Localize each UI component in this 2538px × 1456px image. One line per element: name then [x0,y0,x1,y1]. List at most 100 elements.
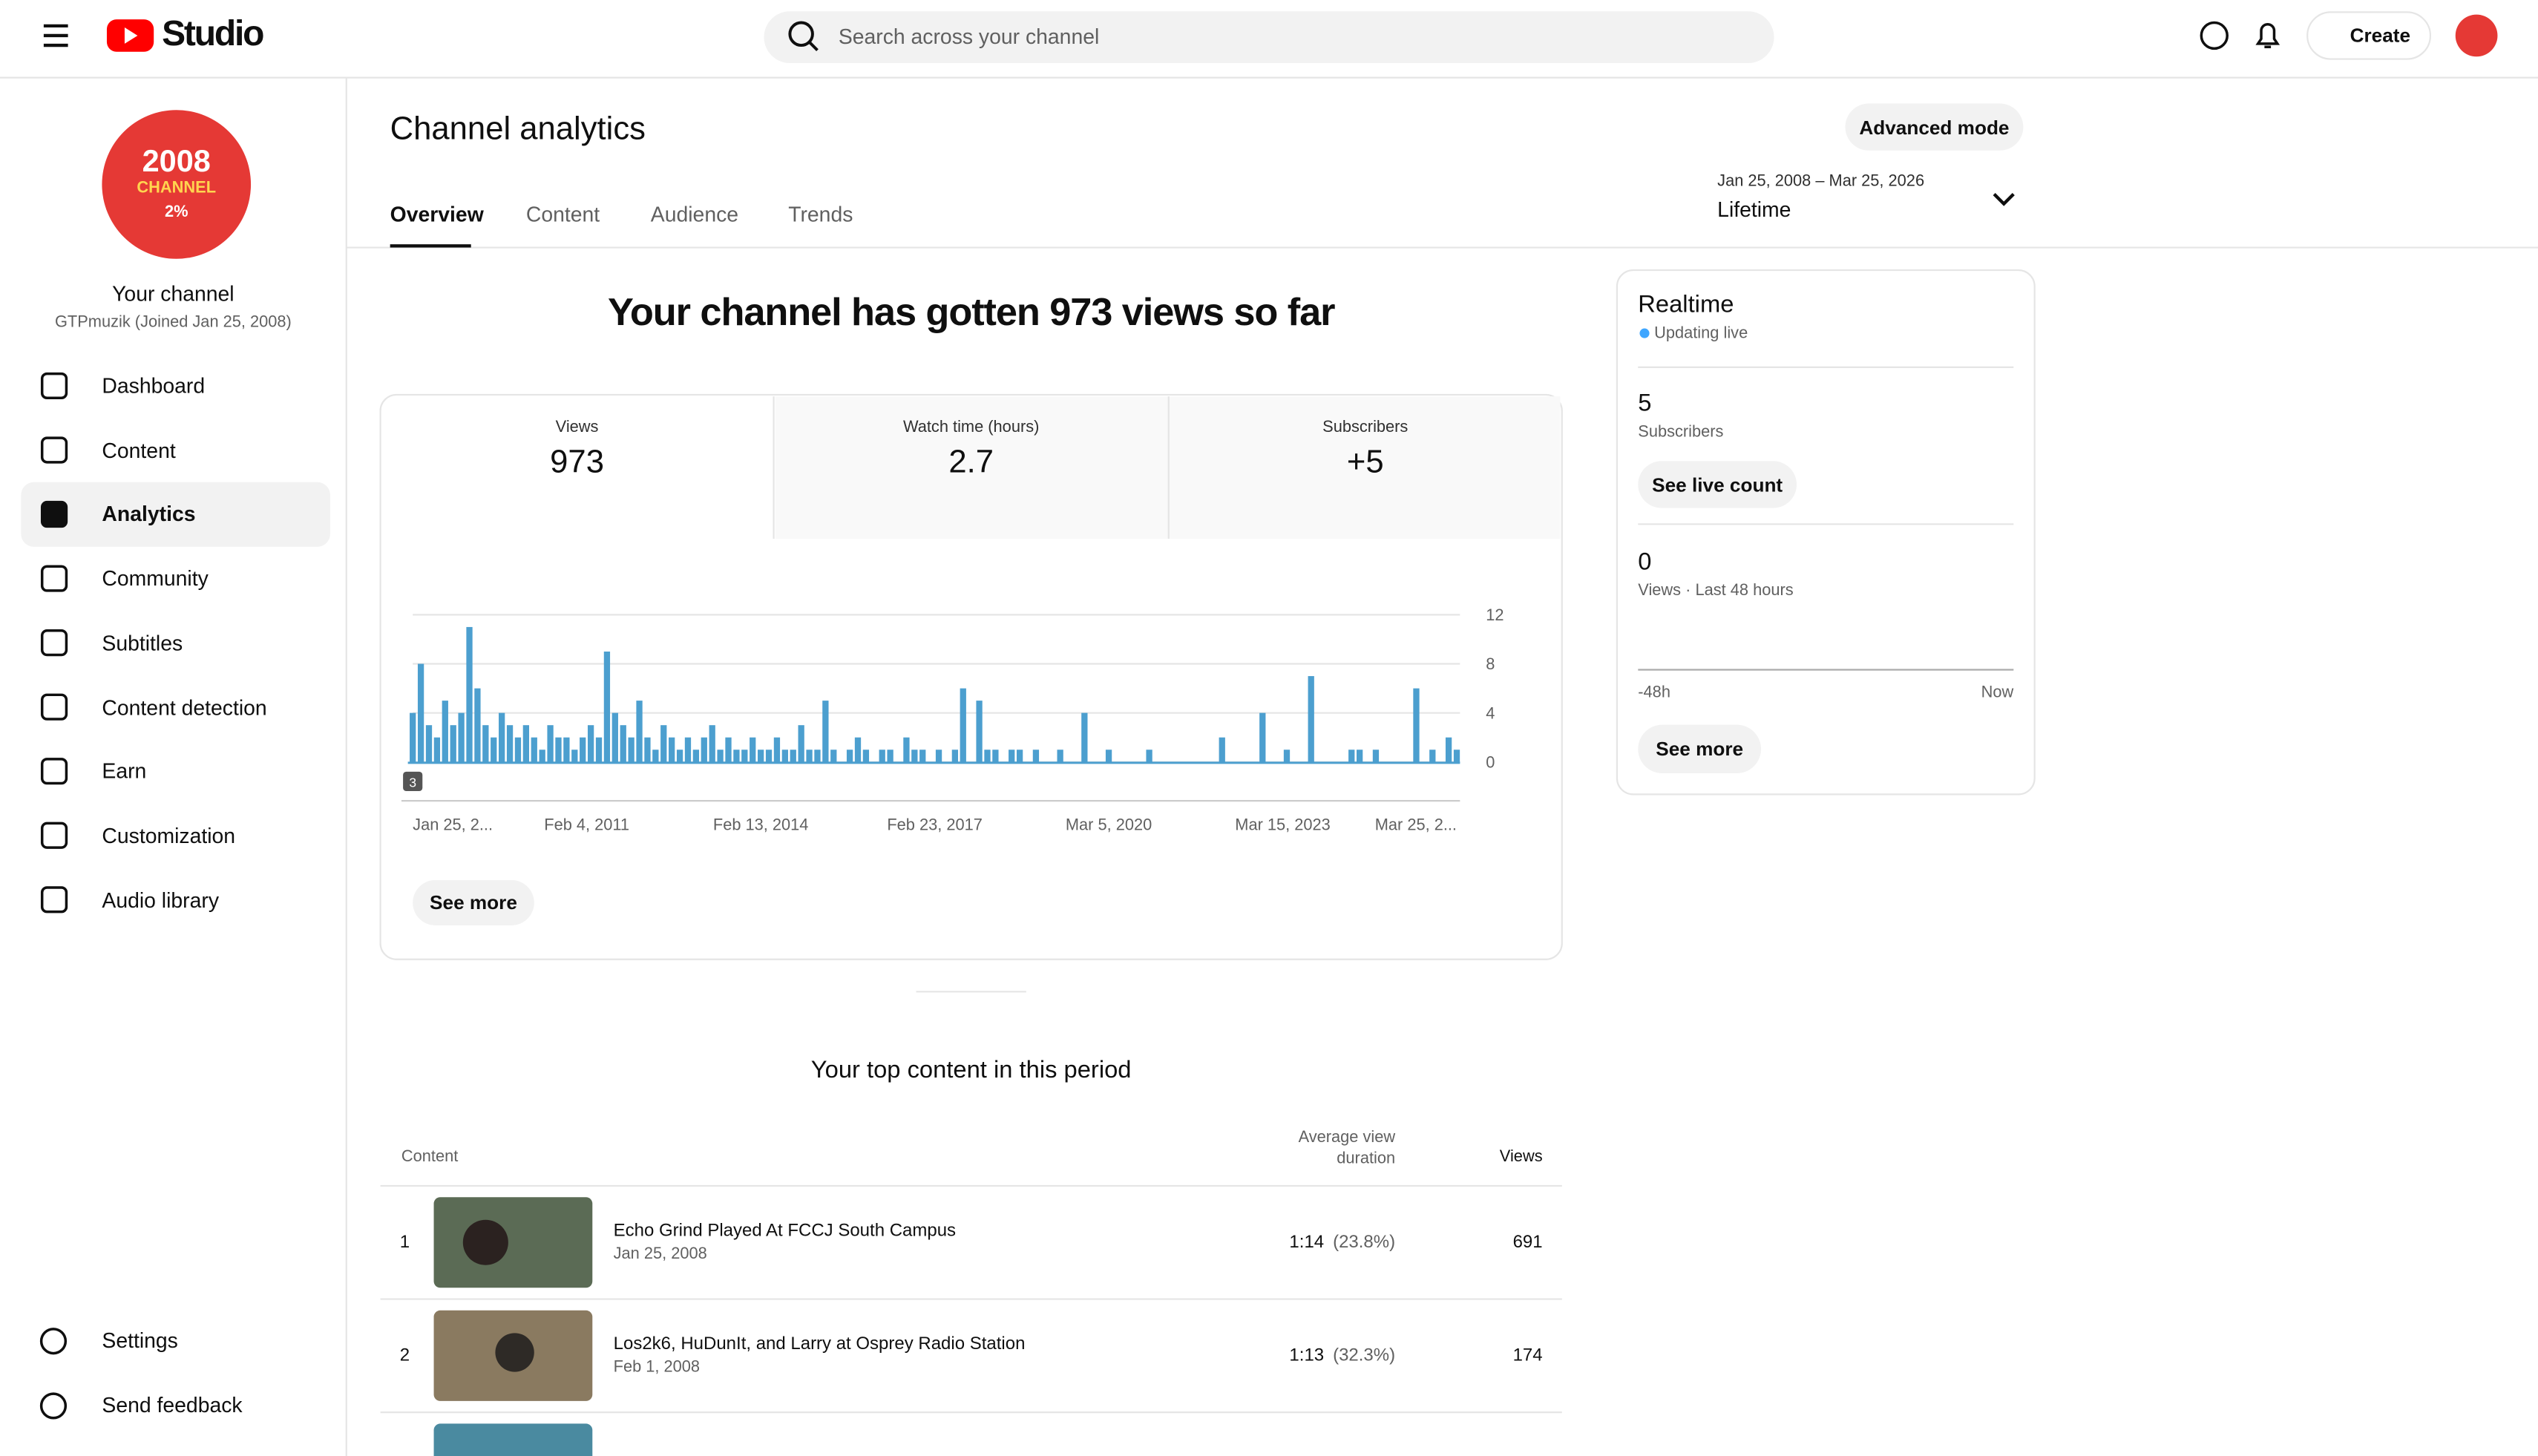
bar [1283,750,1291,763]
nav-item[interactable]: Content detection [102,695,267,720]
bar [676,750,683,763]
duration-percent: (32.3%) [1333,1345,1396,1365]
bar [741,750,748,763]
nav-icon [40,886,68,914]
bar [1105,750,1112,763]
nav-item[interactable]: Audio library [102,887,220,912]
realtime-axis-end: Now [1981,684,2014,703]
y-tick-label: 4 [1486,704,1495,722]
channel-title: Your channel [112,281,235,306]
advanced-mode-button[interactable]: Advanced mode [1845,103,2024,151]
nav-item[interactable]: Community [102,566,209,591]
y-tick-label: 12 [1486,606,1504,624]
nav-icon [39,1392,68,1420]
bar [571,750,578,763]
video-title[interactable]: Los2k6, HuDunIt, and Larry at Osprey Rad… [613,1334,1026,1354]
nav-item[interactable]: Subtitles [102,630,183,655]
create-button[interactable]: Create [2306,11,2432,60]
bar [587,725,594,763]
col-views: Views [1499,1148,1543,1167]
bar [806,750,813,763]
bar [1016,750,1023,763]
bar [1057,750,1063,763]
bar [644,737,651,763]
bar [1413,688,1420,763]
bar [474,688,481,763]
bar [1453,750,1460,763]
bar [539,750,545,763]
bar [652,750,659,763]
metric-label: Watch time (hours) [902,419,1040,437]
see-live-count-button[interactable]: See live count [1638,461,1797,508]
bar [773,737,781,763]
bar [984,750,991,763]
bar [717,750,724,763]
nav-item[interactable]: Earn [102,758,147,784]
nav-item[interactable]: Send feedback [102,1392,243,1417]
bar [1356,750,1363,763]
metric-label: Subscribers [1322,419,1409,437]
tab[interactable]: Audience [650,202,739,227]
nav-icon [40,629,68,657]
realtime-views-label: Views · Last 48 hours [1638,582,1794,600]
bar [903,737,910,763]
bar [822,701,829,763]
x-tick-label: Mar 25, 2... [1375,815,1457,833]
headline: Your channel has gotten 973 views so far [607,291,1335,335]
realtime-views: 0 [1638,548,1652,577]
see-more-button[interactable]: See more [413,879,534,925]
nav-item[interactable]: Dashboard [102,373,206,399]
realtime-axis-start: -48h [1638,684,1670,703]
bar [709,725,715,763]
bar [1259,712,1266,763]
bar [547,725,554,763]
nav-highlight [21,482,330,548]
bar [919,750,926,763]
bar [765,750,773,763]
bar [611,712,618,763]
top-content-title: Your top content in this period [810,1056,1132,1084]
bar [854,737,862,763]
duration: 1:13 [1289,1345,1325,1365]
tab[interactable]: Trends [788,202,853,227]
bar [701,737,707,763]
bar [798,725,804,763]
realtime-see-more-button[interactable]: See more [1638,724,1762,774]
nav-item[interactable]: Settings [102,1328,178,1353]
y-tick-label: 0 [1486,752,1495,771]
views: 691 [1512,1233,1543,1253]
bar [879,750,885,763]
bar [563,737,570,763]
duration: 1:14 [1289,1233,1325,1253]
bar [814,750,821,763]
search-box[interactable] [764,11,1774,64]
bar [750,737,756,763]
period[interactable]: Lifetime [1717,197,1791,222]
app-name: Studio [162,13,264,53]
realtime-title: Realtime [1638,291,1734,319]
bar [514,737,522,763]
nav-item[interactable]: Analytics [102,502,196,527]
bar [692,750,700,763]
bar [1372,750,1380,763]
nav-item[interactable]: Customization [102,823,236,848]
nav-item[interactable]: Content [102,438,176,462]
bar [491,737,497,763]
duration-percent: (23.8%) [1333,1233,1396,1253]
tab[interactable]: Content [525,202,600,227]
x-tick-label: Mar 15, 2023 [1235,815,1330,833]
search-placeholder: Search across your channel [838,24,1100,49]
nav-icon [40,436,68,464]
video-title[interactable]: Echo Grind Played At FCCJ South Campus [613,1221,957,1242]
col-content: Content [401,1148,459,1167]
bar [580,737,586,763]
video-date: Jan 25, 2008 [613,1245,707,1264]
bar [482,725,489,763]
tab[interactable]: Overview [390,202,484,227]
bar [960,688,966,763]
bar [790,750,796,763]
bar [1429,750,1436,763]
bar [1009,750,1015,763]
